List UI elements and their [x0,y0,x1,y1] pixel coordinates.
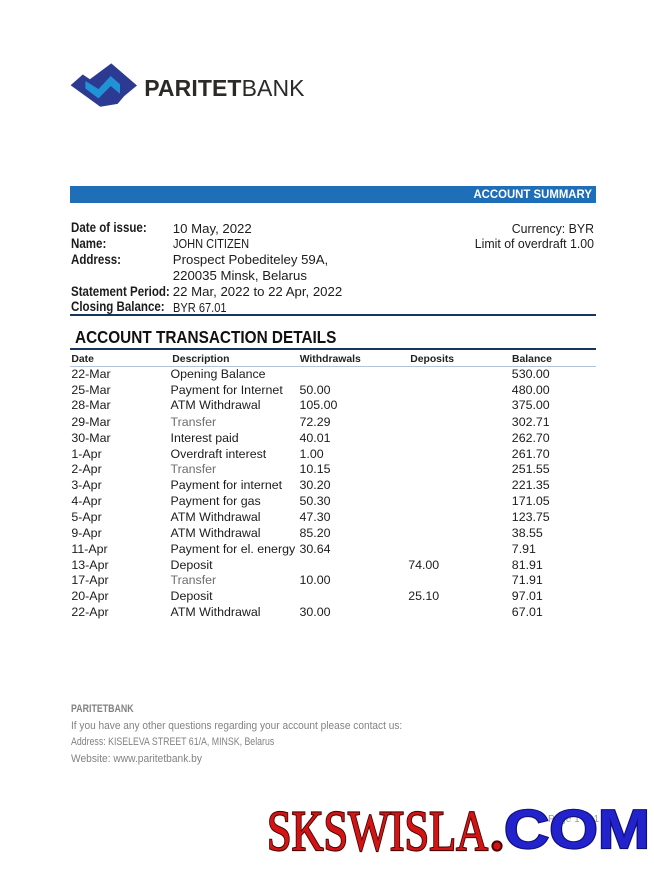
svg-text:SKSWISLA: SKSWISLA [267,800,488,863]
svg-text:COM: COM [504,798,650,860]
